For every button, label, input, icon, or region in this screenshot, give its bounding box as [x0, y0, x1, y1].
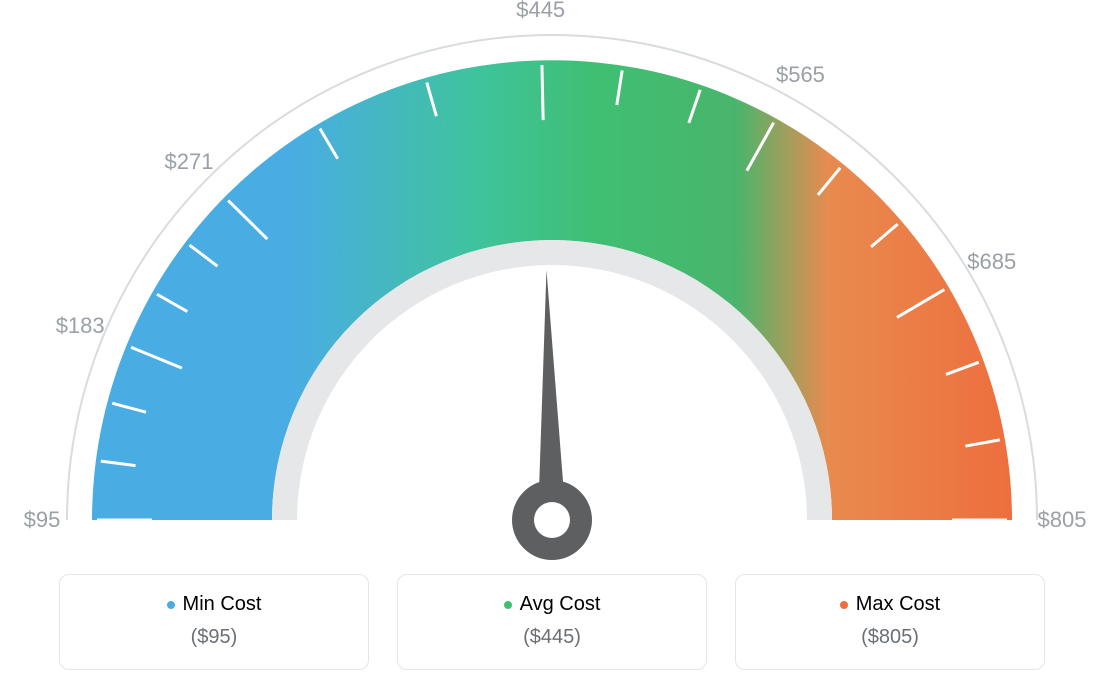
legend-title-avg: Avg Cost [504, 593, 601, 616]
legend-card-min: Min Cost ($95) [59, 574, 369, 670]
dot-icon [167, 601, 175, 609]
legend-row: Min Cost ($95) Avg Cost ($445) Max Cost … [0, 574, 1104, 670]
cost-gauge: $95 $183 $271 $445 $565 $685 $805 [0, 0, 1104, 560]
dot-icon [840, 601, 848, 609]
gauge-svg [0, 0, 1104, 560]
gauge-tick-label: $445 [516, 0, 565, 23]
legend-title-max: Max Cost [840, 593, 940, 616]
legend-title-text: Min Cost [183, 593, 262, 616]
legend-value-max: ($805) [746, 626, 1034, 649]
legend-title-min: Min Cost [167, 593, 262, 616]
legend-card-max: Max Cost ($805) [735, 574, 1045, 670]
gauge-tick-label: $183 [56, 313, 105, 339]
gauge-tick-label: $805 [1038, 507, 1087, 533]
legend-value-avg: ($445) [408, 626, 696, 649]
gauge-tick-label: $565 [776, 62, 825, 88]
legend-value-min: ($95) [70, 626, 358, 649]
legend-title-text: Max Cost [856, 593, 940, 616]
dot-icon [504, 601, 512, 609]
legend-title-text: Avg Cost [520, 593, 601, 616]
gauge-tick-label: $95 [24, 507, 61, 533]
legend-card-avg: Avg Cost ($445) [397, 574, 707, 670]
gauge-tick-label: $271 [165, 149, 214, 175]
gauge-tick-label: $685 [967, 249, 1016, 275]
